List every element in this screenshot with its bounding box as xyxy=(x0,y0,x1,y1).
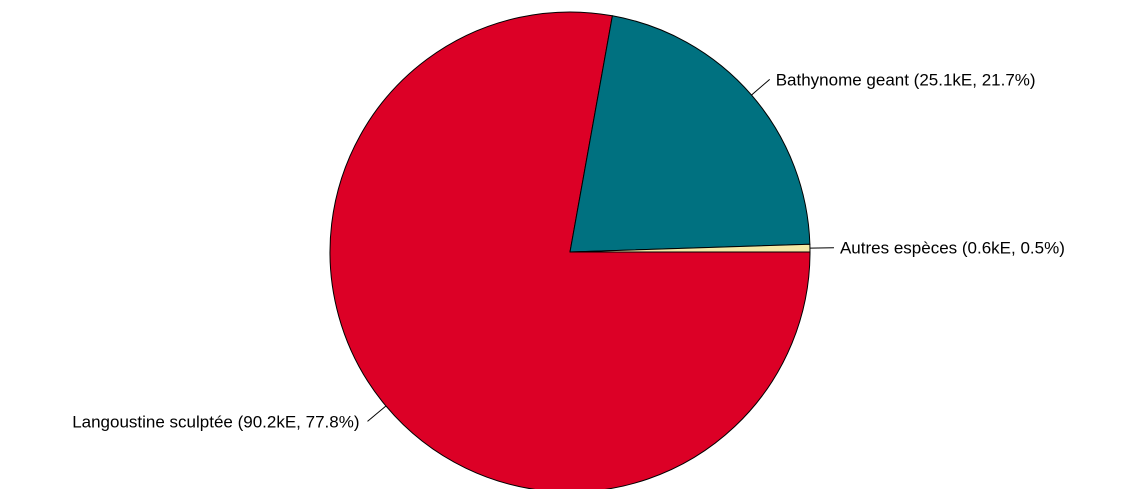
label-leader-lines xyxy=(367,78,834,422)
pie-slices xyxy=(329,11,811,489)
slice-label-langoustine-sculptee: Langoustine sculptée (90.2kE, 77.8%) xyxy=(72,412,359,431)
pie-slice-autres-especes xyxy=(569,243,811,253)
pie-slice-bathynome-geant xyxy=(569,15,811,253)
leader-line-bathynome-geant xyxy=(751,78,771,96)
leader-line-langoustine-sculptee xyxy=(367,405,387,422)
slice-label-bathynome-geant: Bathynome geant (25.1kE, 21.7%) xyxy=(776,70,1036,89)
slice-label-autres-especes: Autres espèces (0.6kE, 0.5%) xyxy=(840,239,1065,258)
slice-labels: Langoustine sculptée (90.2kE, 77.8%) Bath… xyxy=(72,70,1065,431)
